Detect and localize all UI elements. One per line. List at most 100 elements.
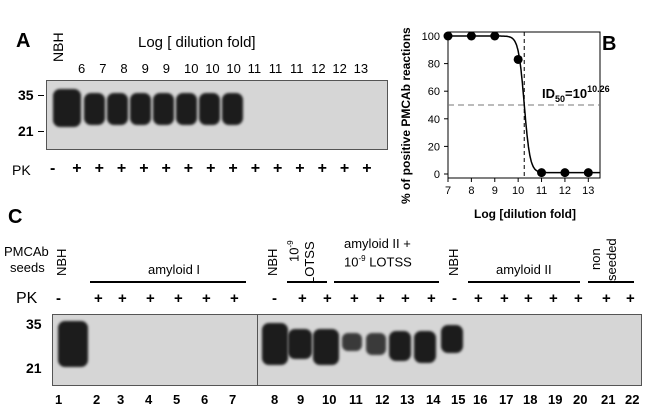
- pk-label-c: PK: [16, 290, 38, 307]
- x-tick-label: 10: [512, 185, 524, 197]
- group-line-non-seeded: [588, 281, 634, 283]
- lotss-dilution-label: 10-9: [286, 240, 302, 262]
- y-tick-label: 0: [434, 169, 440, 181]
- lane-number: 15: [451, 392, 466, 407]
- pk-mark-c: +: [626, 290, 635, 307]
- x-tick-label: 9: [492, 185, 498, 197]
- pk-mark-c: +: [323, 290, 332, 307]
- panel-b-letter: B: [602, 33, 616, 55]
- dilution-title: Log [ dilution fold]: [138, 34, 256, 51]
- dilution-label: 9: [141, 61, 149, 76]
- pk-label-a: PK: [12, 162, 31, 178]
- pk-mark-c: -: [452, 290, 457, 307]
- dilution-label: 11: [268, 61, 283, 76]
- chart-xlabel: Log [dilution fold]: [474, 207, 576, 221]
- band-a-2: [84, 93, 105, 125]
- band-a-3: [107, 93, 128, 125]
- pk-mark-c: +: [549, 290, 558, 307]
- group-line-amyloid-i: [90, 281, 246, 283]
- dilution-label: 7: [99, 61, 107, 76]
- pk-mark-c: +: [427, 290, 436, 307]
- dilution-label: 10: [226, 61, 241, 76]
- lane-number: 21: [601, 392, 616, 407]
- amyloid-ii-lotss-label-2: 10-9 LOTSS: [344, 254, 412, 270]
- mw-21-c: 21: [26, 360, 42, 376]
- dilution-label: 10: [205, 61, 220, 76]
- data-point: [443, 31, 453, 41]
- pk-mark-a: +: [161, 160, 171, 177]
- dilution-label: 12: [332, 61, 347, 76]
- pk-mark-a: +: [94, 160, 104, 177]
- amyloid-ii-label: amyloid II: [496, 262, 552, 277]
- pk-mark-a: +: [339, 160, 350, 177]
- lane-number: 8: [271, 392, 279, 407]
- lane-number: 17: [499, 392, 514, 407]
- dilution-labels: 6 7 8 9 9 10 10 10 11 11 11 12 12 13: [78, 61, 388, 77]
- id50-annotation: ID50=1010.26: [542, 84, 610, 104]
- blot-c-right: [257, 314, 642, 386]
- pk-mark-a: +: [317, 160, 327, 177]
- data-point: [537, 168, 547, 178]
- non-label: non: [588, 248, 603, 270]
- y-tick-label: 100: [422, 31, 440, 43]
- pk-mark-c: +: [230, 290, 239, 307]
- band-c-8: [262, 323, 288, 365]
- lane-number: 7: [229, 392, 237, 407]
- data-point: [466, 31, 476, 41]
- x-tick-label: 11: [536, 185, 547, 197]
- chart-axes: 0 20 40 60 80 100 7 8 9 10 11 12 13: [422, 31, 601, 197]
- data-point: [560, 168, 570, 178]
- chart-points: [443, 31, 593, 178]
- mw-35-c: 35: [26, 316, 42, 332]
- band-a-6: [176, 93, 197, 125]
- dilution-label: 11: [290, 61, 304, 76]
- pk-mark-a: +: [139, 160, 149, 177]
- panel-c-letter: C: [8, 206, 23, 228]
- amyloid-ii-lotss-label-1: amyloid II +: [344, 236, 411, 251]
- group-line-amyloid-ii-lotss: [334, 281, 439, 283]
- dilution-label: 12: [311, 61, 326, 76]
- dilution-label: 13: [353, 61, 369, 76]
- pk-mark-c: +: [602, 290, 611, 307]
- pk-mark-c: +: [174, 290, 183, 307]
- data-point: [513, 54, 523, 64]
- data-point: [490, 31, 500, 41]
- dilution-label: 8: [120, 61, 128, 76]
- lane-number: 10: [322, 392, 337, 407]
- pk-mark-c: -: [56, 290, 61, 307]
- lane-number: 3: [117, 392, 125, 407]
- pk-mark-c: -: [272, 290, 277, 307]
- lane-number: 22: [625, 392, 640, 407]
- nbh-label-c2: NBH: [265, 248, 280, 276]
- pk-mark-c: +: [146, 290, 155, 307]
- pk-mark-a: -: [50, 160, 56, 177]
- y-tick-label: 20: [428, 141, 440, 153]
- pk-mark-a: +: [72, 160, 82, 177]
- pk-mark-c: +: [376, 290, 385, 307]
- lane-number: 9: [297, 392, 305, 407]
- pk-mark-a: +: [183, 160, 194, 177]
- lane-number: 18: [523, 392, 538, 407]
- pk-mark-a: +: [116, 160, 127, 177]
- chart-ylabel: % of positive PMCAb reactions: [399, 27, 413, 204]
- pk-mark-c: +: [500, 290, 509, 307]
- x-tick-label: 8: [468, 185, 474, 197]
- group-line-lotss: [287, 281, 327, 283]
- y-tick-label: 40: [428, 114, 440, 126]
- amyloid-i-label: amyloid I: [148, 262, 201, 277]
- seeds-label-2: seeds: [10, 260, 45, 275]
- seeds-label-1: PMCAb: [4, 244, 49, 259]
- dilution-label: 10: [184, 61, 199, 76]
- pk-mark-c: +: [202, 290, 211, 307]
- band-c-12: [366, 333, 386, 355]
- pk-mark-a: +: [295, 160, 305, 177]
- pk-mark-c: +: [350, 290, 359, 307]
- pk-mark-c: +: [401, 290, 410, 307]
- nbh-label: NBH: [50, 32, 66, 62]
- lane-number: 12: [375, 392, 390, 407]
- band-c-14: [414, 331, 436, 363]
- pk-mark-a: +: [273, 160, 283, 177]
- nbh-label-c3: NBH: [446, 248, 461, 276]
- band-a-8: [222, 93, 243, 125]
- dilution-label: 11: [247, 61, 262, 76]
